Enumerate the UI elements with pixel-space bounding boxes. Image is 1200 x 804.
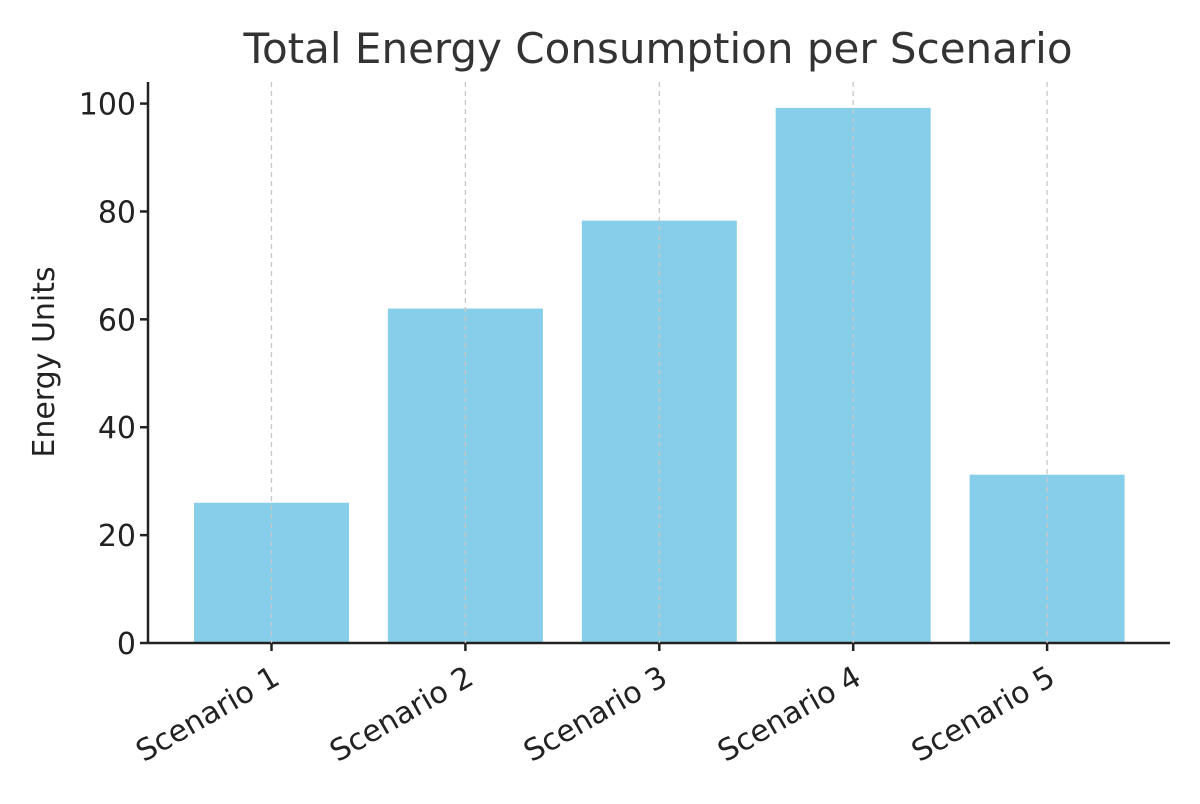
bar-2	[387, 308, 543, 643]
x-tick-label-2: Scenario 2	[324, 660, 479, 770]
y-tick-label-40: 40	[98, 411, 136, 446]
x-tick-label-5: Scenario 5	[906, 660, 1061, 770]
y-tick-label-80: 80	[98, 195, 136, 230]
gridlines	[270, 82, 1048, 643]
y-tick-label-60: 60	[98, 303, 136, 338]
x-tick-label-1: Scenario 1	[130, 660, 285, 770]
y-axis-label: Energy Units	[27, 266, 62, 457]
y-tick-label-20: 20	[98, 519, 136, 554]
y-tick-label-100: 100	[79, 88, 136, 123]
x-tick-label-3: Scenario 3	[518, 660, 673, 770]
y-tick-label-0: 0	[117, 627, 136, 662]
x-tick-label-4: Scenario 4	[712, 660, 867, 770]
chart-title: Total Energy Consumption per Scenario	[242, 24, 1072, 73]
